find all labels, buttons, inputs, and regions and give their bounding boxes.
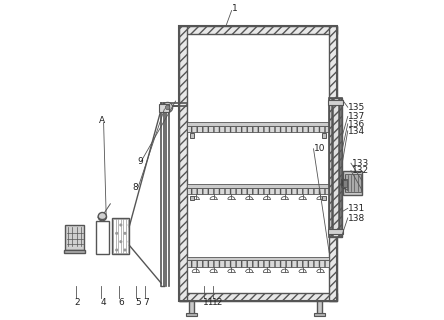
Bar: [187, 122, 329, 126]
Text: 12: 12: [212, 298, 223, 307]
Bar: [329, 98, 342, 237]
Bar: [111, 218, 129, 254]
Text: 4: 4: [100, 298, 106, 307]
Bar: [186, 313, 198, 316]
Bar: [345, 174, 361, 192]
Text: 138: 138: [349, 214, 366, 223]
Bar: [179, 26, 337, 301]
Bar: [159, 104, 169, 112]
Bar: [321, 196, 326, 200]
Bar: [187, 188, 329, 194]
Bar: [190, 133, 194, 138]
Bar: [179, 293, 337, 301]
Bar: [343, 171, 362, 195]
Text: 10: 10: [314, 144, 325, 153]
Text: 2: 2: [75, 298, 80, 307]
Text: 132: 132: [352, 166, 369, 175]
Bar: [343, 180, 347, 187]
Bar: [189, 301, 194, 314]
Bar: [329, 26, 337, 301]
Text: 8: 8: [132, 183, 138, 192]
Bar: [317, 301, 322, 314]
Bar: [187, 260, 329, 267]
Text: 1: 1: [232, 4, 238, 12]
Bar: [65, 225, 84, 250]
Bar: [314, 313, 325, 316]
Text: 135: 135: [349, 103, 366, 112]
Polygon shape: [342, 180, 348, 190]
Circle shape: [165, 105, 170, 110]
Text: 131: 131: [349, 204, 366, 213]
Text: 7: 7: [143, 298, 149, 307]
Text: A: A: [99, 116, 105, 124]
Bar: [321, 133, 326, 138]
Bar: [328, 229, 343, 234]
Bar: [179, 26, 187, 301]
Text: 137: 137: [349, 112, 366, 121]
Bar: [63, 250, 85, 253]
Text: 11: 11: [203, 298, 214, 307]
Bar: [113, 219, 128, 253]
Circle shape: [98, 212, 107, 221]
Text: 9: 9: [137, 157, 143, 166]
Bar: [95, 221, 109, 254]
Text: 134: 134: [349, 127, 365, 136]
Circle shape: [163, 102, 173, 113]
Bar: [179, 26, 337, 34]
Text: 136: 136: [349, 120, 366, 129]
Bar: [187, 184, 329, 188]
Bar: [187, 126, 329, 132]
Bar: [190, 196, 194, 200]
Bar: [329, 98, 342, 237]
Text: 5: 5: [135, 298, 141, 307]
Text: 6: 6: [118, 298, 124, 307]
Bar: [328, 100, 343, 105]
Bar: [187, 257, 329, 260]
Bar: [187, 34, 329, 293]
Text: 133: 133: [352, 159, 369, 168]
